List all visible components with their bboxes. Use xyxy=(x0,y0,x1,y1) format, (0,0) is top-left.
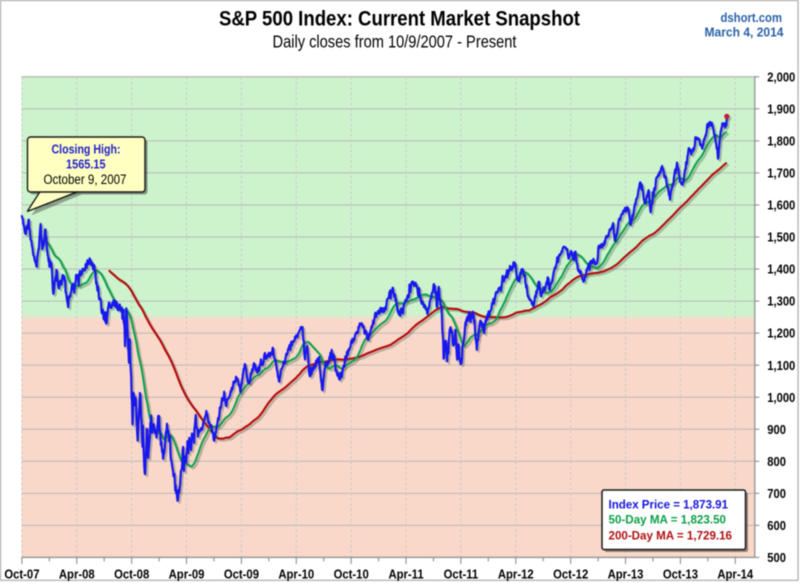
svg-text:800: 800 xyxy=(767,454,786,469)
svg-text:dshort.com: dshort.com xyxy=(721,10,783,25)
svg-text:Oct-08: Oct-08 xyxy=(114,567,149,582)
svg-text:Apr-13: Apr-13 xyxy=(608,567,644,582)
svg-text:Apr-10: Apr-10 xyxy=(278,567,314,582)
svg-text:Oct-12: Oct-12 xyxy=(553,567,588,582)
svg-text:1565.15: 1565.15 xyxy=(66,157,106,171)
svg-text:Oct-09: Oct-09 xyxy=(224,567,259,582)
svg-text:1,700: 1,700 xyxy=(767,166,795,181)
svg-text:1,000: 1,000 xyxy=(767,390,795,405)
svg-text:1,600: 1,600 xyxy=(767,198,795,213)
svg-text:Oct-13: Oct-13 xyxy=(663,567,698,582)
svg-text:Apr-14: Apr-14 xyxy=(717,567,753,582)
svg-text:Apr-09: Apr-09 xyxy=(169,567,205,582)
svg-text:S&P 500 Index: Current Market: S&P 500 Index: Current Market Snapshot xyxy=(219,6,580,30)
svg-text:Oct-10: Oct-10 xyxy=(334,567,369,582)
svg-text:50-Day MA = 1,823.50: 50-Day MA = 1,823.50 xyxy=(609,513,727,527)
svg-text:600: 600 xyxy=(767,518,786,533)
svg-text:Index Price = 1,873.91: Index Price = 1,873.91 xyxy=(609,498,729,512)
svg-text:Oct-07: Oct-07 xyxy=(4,567,39,582)
svg-text:700: 700 xyxy=(767,486,786,501)
svg-text:March 4, 2014: March 4, 2014 xyxy=(705,24,785,39)
svg-text:1,200: 1,200 xyxy=(767,326,795,341)
svg-text:October 9, 2007: October 9, 2007 xyxy=(44,172,127,187)
svg-text:1,800: 1,800 xyxy=(767,134,795,149)
svg-text:1,400: 1,400 xyxy=(767,262,795,277)
svg-text:2,000: 2,000 xyxy=(767,70,795,85)
svg-text:200-Day MA = 1,729.16: 200-Day MA = 1,729.16 xyxy=(609,529,733,543)
svg-text:Oct-11: Oct-11 xyxy=(444,567,479,582)
svg-text:1,900: 1,900 xyxy=(767,102,795,117)
svg-text:Daily closes from 10/9/2007 -: Daily closes from 10/9/2007 - Present xyxy=(273,32,517,52)
svg-text:1,300: 1,300 xyxy=(767,294,795,309)
svg-text:500: 500 xyxy=(767,550,786,565)
svg-text:Apr-12: Apr-12 xyxy=(498,567,534,582)
svg-text:Closing High:: Closing High: xyxy=(52,143,121,157)
svg-text:Apr-11: Apr-11 xyxy=(388,567,423,582)
svg-text:1,100: 1,100 xyxy=(767,358,795,373)
svg-text:900: 900 xyxy=(767,422,786,437)
svg-text:1,500: 1,500 xyxy=(767,230,795,245)
svg-text:Apr-08: Apr-08 xyxy=(59,567,95,582)
